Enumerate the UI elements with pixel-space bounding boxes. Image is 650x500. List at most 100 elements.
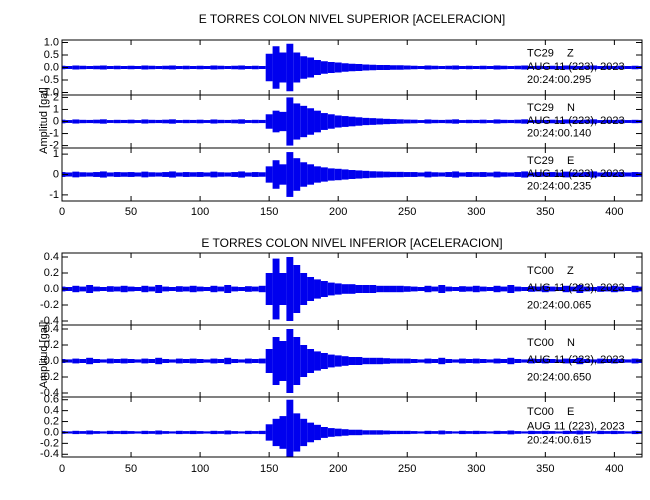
- waveform-envelope: [148, 286, 156, 292]
- waveform-envelope: [320, 281, 328, 297]
- station-label: TC29: [527, 102, 554, 114]
- waveform-envelope: [175, 286, 183, 292]
- y-tick-label: 0.2: [44, 267, 59, 279]
- waveform-envelope: [389, 430, 397, 435]
- y-tick-label: -0.4: [40, 315, 59, 327]
- waveform-envelope: [141, 285, 149, 293]
- waveform-envelope: [93, 119, 100, 124]
- waveform-envelope: [417, 172, 425, 177]
- waveform-envelope: [583, 172, 591, 177]
- waveform-envelope: [327, 114, 335, 129]
- y-tick-label: 0.2: [44, 415, 59, 427]
- waveform-envelope: [224, 430, 232, 435]
- waveform-envelope: [314, 279, 321, 299]
- waveform-envelope: [217, 172, 225, 177]
- waveform-envelope: [182, 65, 190, 70]
- waveform-envelope: [162, 359, 170, 363]
- waveform-envelope: [486, 120, 494, 123]
- y-tick-label: 0.5: [44, 49, 59, 61]
- y-axis-label: Amplitud [gal]: [38, 322, 50, 389]
- waveform-envelope: [155, 285, 163, 293]
- waveform-envelope: [493, 430, 501, 435]
- waveform-envelope: [293, 52, 301, 83]
- waveform-envelope: [251, 65, 259, 70]
- waveform-envelope: [452, 287, 460, 291]
- waveform-envelope: [417, 120, 425, 123]
- panel-title: E TORRES COLON NIVEL SUPERIOR [ACELERACI…: [199, 12, 506, 26]
- waveform-envelope: [590, 431, 598, 434]
- y-tick-label: -0.2: [40, 437, 59, 449]
- waveform-envelope: [355, 170, 363, 179]
- waveform-envelope: [610, 430, 618, 435]
- waveform-envelope: [203, 431, 211, 434]
- waveform-envelope: [251, 286, 259, 292]
- waveform-envelope: [507, 285, 515, 293]
- waveform-envelope: [341, 169, 349, 180]
- component-label: N: [567, 102, 575, 114]
- waveform-envelope: [162, 65, 170, 70]
- waveform-envelope: [528, 286, 535, 292]
- waveform-envelope: [362, 64, 370, 71]
- waveform-envelope: [500, 172, 508, 177]
- y-tick-label: 1.0: [44, 36, 59, 48]
- y-tick-label: -0.2: [40, 371, 59, 383]
- waveform-envelope: [348, 63, 356, 72]
- waveform-envelope: [155, 66, 163, 69]
- waveform-envelope: [403, 65, 411, 70]
- waveform-envelope: [127, 119, 135, 124]
- waveform-envelope: [459, 286, 466, 292]
- waveform-envelope: [541, 172, 549, 177]
- y-tick-label: 0.6: [44, 394, 59, 406]
- y-tick-label: -0.4: [40, 448, 59, 460]
- waveform-envelope: [610, 358, 618, 364]
- waveform-envelope: [583, 119, 591, 124]
- waveform-envelope: [72, 358, 80, 364]
- waveform-envelope: [307, 108, 315, 135]
- waveform-envelope: [293, 337, 301, 385]
- waveform-envelope: [493, 119, 501, 124]
- waveform-envelope: [327, 354, 335, 368]
- waveform-envelope: [590, 171, 598, 178]
- waveform-envelope: [307, 349, 315, 373]
- waveform-envelope: [210, 285, 218, 293]
- waveform-envelope: [244, 286, 252, 292]
- waveform-envelope: [314, 60, 321, 75]
- waveform-envelope: [479, 431, 487, 434]
- waveform-envelope: [106, 286, 114, 292]
- waveform-envelope: [528, 430, 535, 435]
- waveform-envelope: [569, 286, 577, 292]
- waveform-envelope: [113, 286, 121, 292]
- waveform-envelope: [617, 286, 625, 292]
- waveform-envelope: [93, 431, 100, 434]
- waveform-envelope: [258, 172, 266, 177]
- waveform-envelope: [106, 120, 114, 123]
- waveform-envelope: [272, 160, 280, 189]
- waveform-envelope: [272, 110, 280, 133]
- waveform-envelope: [286, 329, 294, 393]
- waveform-envelope: [148, 431, 156, 434]
- waveform-envelope: [576, 357, 584, 365]
- waveform-envelope: [562, 65, 570, 70]
- waveform-envelope: [514, 172, 522, 177]
- waveform-envelope: [410, 65, 418, 70]
- waveform-envelope: [610, 285, 618, 293]
- waveform-envelope: [465, 172, 473, 177]
- waveform-envelope: [617, 431, 625, 434]
- waveform-envelope: [445, 359, 453, 363]
- y-tick-label: 2: [53, 91, 59, 103]
- waveform-envelope: [272, 46, 280, 89]
- waveform-envelope: [514, 431, 522, 434]
- waveform-envelope: [182, 172, 190, 177]
- waveform-envelope: [514, 119, 522, 124]
- waveform-envelope: [548, 431, 556, 434]
- waveform-envelope: [93, 286, 100, 292]
- y-tick-label: 1: [53, 103, 59, 115]
- time-label: 20:24:00.065: [527, 299, 591, 311]
- date-label: AUG 11 (223), 2023: [527, 61, 625, 73]
- waveform-envelope: [541, 119, 549, 124]
- waveform-envelope: [486, 172, 494, 177]
- date-label: AUG 11 (223), 2023: [527, 168, 625, 180]
- waveform-envelope: [472, 119, 480, 124]
- waveform-envelope: [286, 152, 294, 197]
- component-label: N: [567, 337, 575, 349]
